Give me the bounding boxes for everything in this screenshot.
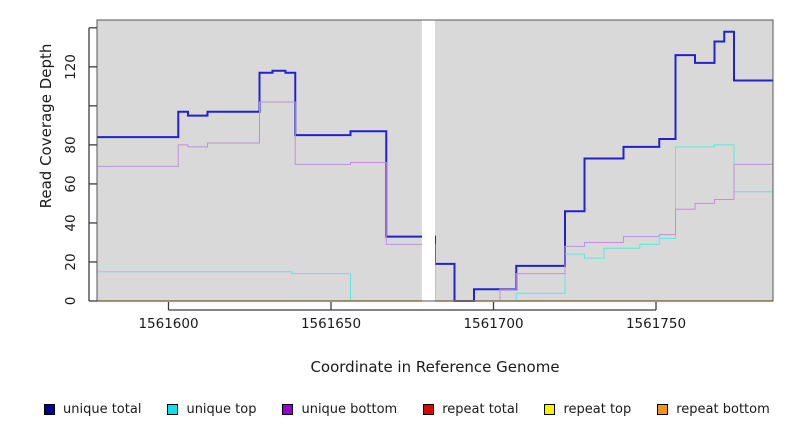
legend-label: unique bottom [301,401,398,417]
legend-entry-repeat-total[interactable]: repeat total [423,402,518,417]
legend-entry-unique-top[interactable]: unique top [167,402,256,417]
y-tick-label: 60 [63,175,79,193]
x-tick-label: 1561600 [138,316,199,332]
legend-label: repeat bottom [676,401,770,417]
legend-entry-repeat-bottom[interactable]: repeat bottom [657,402,770,417]
legend-swatch-icon [544,403,556,415]
gap-mask [422,20,435,303]
legend-swatch-icon [44,403,55,415]
legend-label: unique top [186,401,257,417]
y-tick-label: 40 [63,214,79,232]
data-gap-region [422,20,435,303]
legend-label: unique total [63,401,142,417]
axis-ticks [88,27,657,311]
legend-swatch-icon [657,403,669,415]
legend-label: repeat total [442,401,519,417]
legend-entry-unique-total[interactable]: unique total [44,402,141,417]
plot-frame [96,19,774,302]
series-line-unique-total [97,30,773,302]
series-line-unique-bottom [97,101,774,302]
y-tick-label: 0 [63,296,79,306]
y-tick-label: 80 [63,136,79,154]
y-tick-label: 20 [63,253,79,271]
legend-swatch-icon [423,403,435,415]
x-axis-title: Coordinate in Reference Genome [310,358,560,376]
x-tick-label: 1561700 [463,316,524,332]
y-axis-title: Read Coverage Depth [37,43,55,209]
legend-swatch-icon [167,403,179,415]
chart-legend: unique total unique top unique bottom repea… [44,398,784,420]
legend-swatch-icon [282,403,294,415]
legend-entry-repeat-top[interactable]: repeat top [544,402,631,417]
x-tick-label: 1561650 [300,316,362,332]
legend-entry-unique-bottom[interactable]: unique bottom [282,402,397,417]
series-line-unique-top [97,144,773,302]
x-tick-label: 1561750 [625,316,687,332]
legend-label: repeat top [563,401,632,417]
y-tick-label: 120 [63,53,79,80]
